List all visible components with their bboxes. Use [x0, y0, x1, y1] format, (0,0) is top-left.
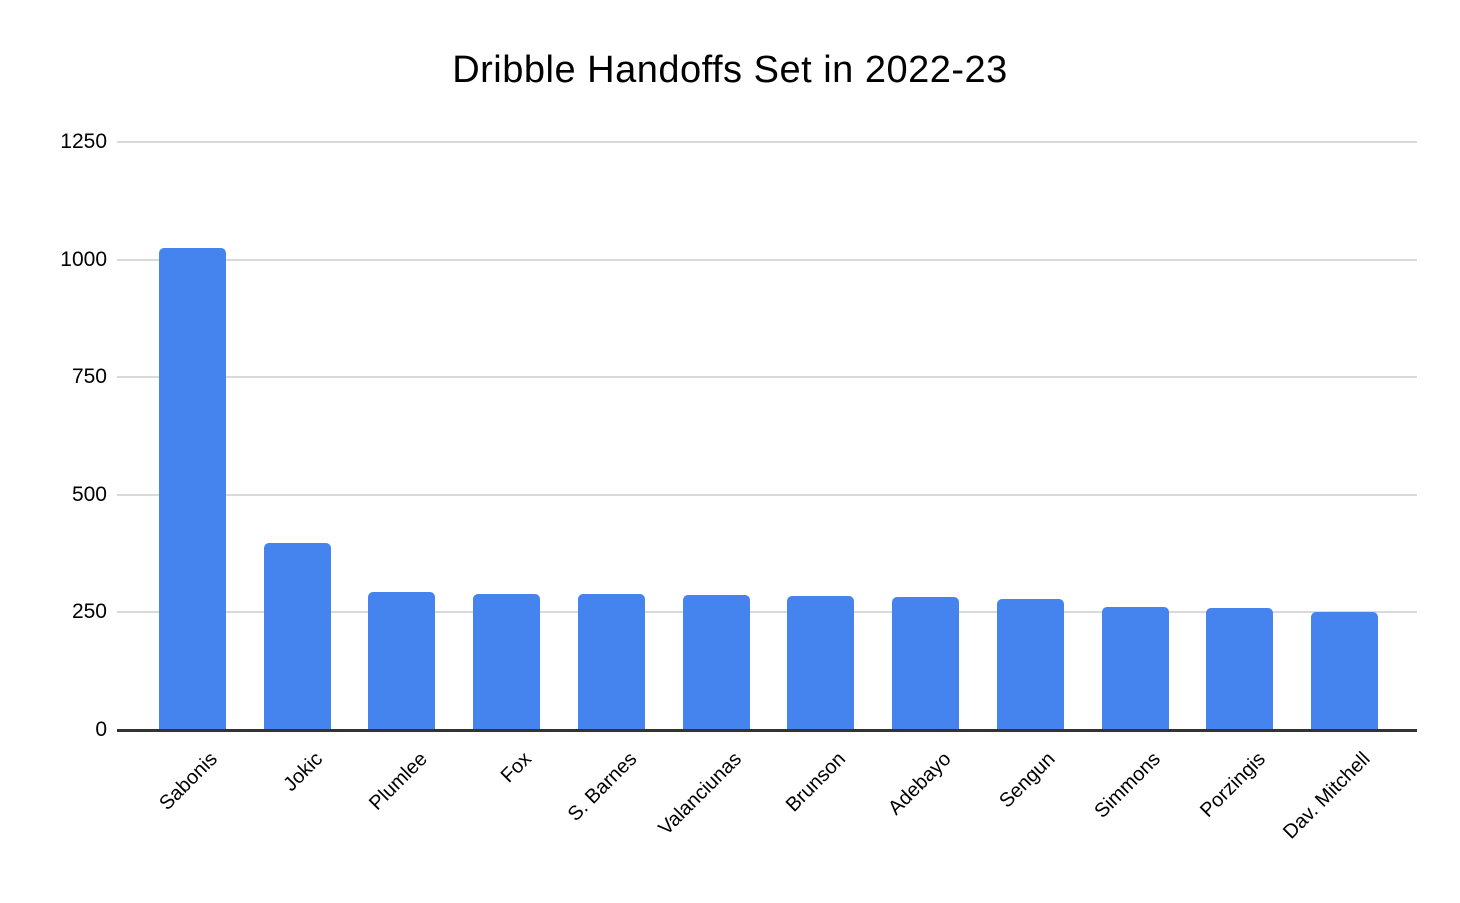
- y-axis-tick-label: 1250: [60, 130, 107, 153]
- x-axis-tick-label: Fox: [497, 748, 537, 788]
- x-axis-line: [117, 728, 1417, 732]
- y-axis-tick-label: 500: [71, 482, 107, 506]
- gridline: [117, 611, 1417, 614]
- x-axis-tick-label: Sabonis: [155, 748, 222, 815]
- bar: [787, 596, 855, 730]
- x-axis-tick-label: Sengun: [995, 748, 1060, 813]
- bar: [892, 597, 960, 730]
- bar: [577, 594, 645, 730]
- bar-band: [350, 142, 455, 730]
- bar-band: [140, 142, 245, 730]
- bar-band: [245, 142, 350, 730]
- plot-area: [140, 142, 1397, 730]
- bar-band: [1292, 142, 1397, 730]
- bar-band: [769, 142, 874, 730]
- x-axis-tick-label: Dav. Mitchell: [1278, 748, 1375, 844]
- bar: [1101, 606, 1169, 730]
- bar-band: [1083, 142, 1188, 730]
- bar: [368, 592, 436, 730]
- chart-title: Dribble Handoffs Set in 2022-23: [452, 49, 1008, 91]
- x-axis-tick-label: Valanciunas: [654, 748, 746, 840]
- bar-band: [1188, 142, 1293, 730]
- x-axis-tick-label: Simmons: [1090, 748, 1165, 823]
- gridline: [117, 258, 1417, 261]
- y-axis-tick-label: 250: [71, 600, 107, 624]
- bar: [158, 247, 226, 730]
- x-axis-tick-label: Jokic: [278, 748, 327, 796]
- y-axis-tick-label: 750: [71, 365, 107, 389]
- bar: [473, 593, 541, 730]
- x-axis-tick-label: Brunson: [782, 748, 851, 817]
- bar-band: [454, 142, 559, 730]
- bar-band: [559, 142, 664, 730]
- x-axis-tick-label: Porzingis: [1195, 748, 1270, 822]
- gridline: [117, 376, 1417, 379]
- x-axis-tick-label: S. Barnes: [563, 748, 641, 826]
- bar-band: [978, 142, 1083, 730]
- y-axis-tick-label: 1000: [60, 247, 107, 271]
- bar-band: [873, 142, 978, 730]
- x-axis-tick-label: Plumlee: [364, 748, 432, 815]
- bar: [996, 599, 1064, 730]
- bar: [263, 543, 331, 730]
- bar: [1311, 611, 1379, 730]
- x-axis-tick-label: Adebayo: [883, 748, 956, 820]
- bar: [1206, 607, 1274, 730]
- gridline: [117, 493, 1417, 496]
- bar-band: [664, 142, 769, 730]
- y-axis-tick-label: 0: [95, 718, 107, 741]
- gridline: [117, 141, 1417, 143]
- bar: [682, 595, 750, 730]
